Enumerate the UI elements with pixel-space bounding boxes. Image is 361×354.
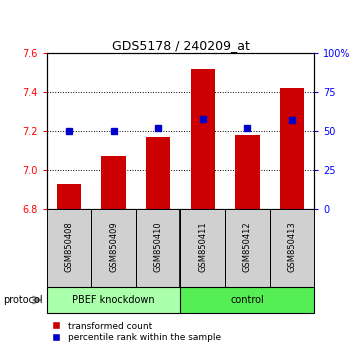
Bar [270,209,314,287]
Bar [279,88,304,209]
Bar [225,209,270,287]
Text: GSM850413: GSM850413 [287,221,296,272]
Bar [57,184,82,209]
Legend: transformed count, percentile rank within the sample: transformed count, percentile rank withi… [48,318,224,346]
Bar [136,209,180,287]
Text: PBEF knockdown: PBEF knockdown [73,295,155,305]
Bar [180,287,314,313]
Title: GDS5178 / 240209_at: GDS5178 / 240209_at [112,39,249,52]
Bar [235,135,260,209]
Text: GSM850412: GSM850412 [243,221,252,272]
Text: GSM850411: GSM850411 [198,221,207,272]
Bar [47,287,180,313]
Bar [47,209,91,287]
Text: protocol: protocol [4,295,43,305]
Text: GSM850408: GSM850408 [65,221,74,272]
Text: control: control [230,295,264,305]
Bar [146,137,170,209]
Bar [101,156,126,209]
Text: GSM850410: GSM850410 [154,221,163,272]
Text: GSM850409: GSM850409 [109,221,118,272]
Bar [191,69,215,209]
Bar [180,209,225,287]
Bar [91,209,136,287]
